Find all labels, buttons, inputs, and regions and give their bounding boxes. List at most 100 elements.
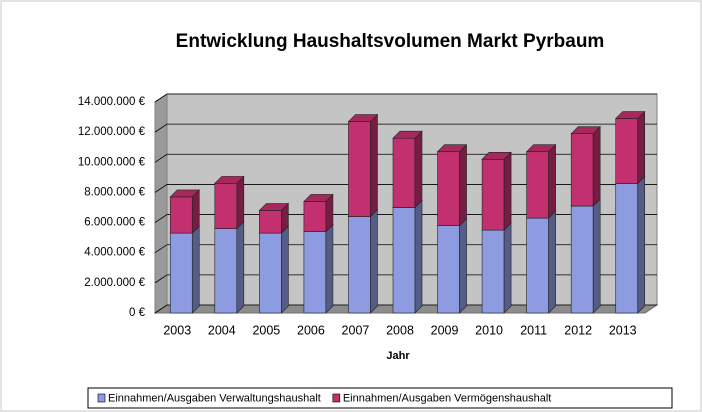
bar-face bbox=[637, 110, 646, 185]
bar-face bbox=[303, 231, 327, 314]
side-wall bbox=[154, 93, 168, 314]
bar-face bbox=[548, 144, 556, 219]
bar-face bbox=[191, 189, 200, 234]
y-tick-label: 12.000.000 € bbox=[78, 126, 146, 138]
bar-segment bbox=[169, 225, 200, 314]
bar-face bbox=[347, 114, 379, 122]
x-axis-label: Jahr bbox=[386, 350, 410, 362]
bar-face bbox=[548, 210, 556, 314]
bar-face bbox=[503, 151, 512, 231]
bar-segment bbox=[258, 225, 290, 314]
bar-face bbox=[370, 208, 378, 314]
bar-face bbox=[169, 189, 200, 198]
bar-face bbox=[637, 175, 646, 314]
bar-segment bbox=[615, 175, 646, 314]
bar-segment bbox=[436, 217, 468, 314]
bar-face bbox=[414, 199, 423, 314]
bar-segment bbox=[570, 125, 601, 207]
bar-segment bbox=[392, 199, 423, 314]
bar-face bbox=[414, 130, 423, 209]
bar-face bbox=[169, 232, 193, 314]
x-tick-label: 2008 bbox=[386, 323, 414, 337]
bar-face bbox=[303, 194, 334, 202]
x-tick-label: 2009 bbox=[431, 323, 459, 337]
bar-face bbox=[481, 158, 505, 231]
bar-face bbox=[437, 151, 460, 226]
bar-face bbox=[392, 207, 416, 314]
grid-line bbox=[154, 123, 657, 133]
bar-face bbox=[303, 201, 327, 232]
y-tick-label: 4.000.000 € bbox=[84, 247, 145, 259]
bar-face bbox=[526, 151, 549, 219]
y-tick-label: 8.000.000 € bbox=[84, 186, 145, 198]
bar-segment bbox=[481, 222, 512, 314]
bar-segment bbox=[347, 113, 379, 218]
bar-face bbox=[236, 175, 245, 230]
bar-segment bbox=[214, 220, 245, 314]
bar-face bbox=[259, 232, 282, 314]
bar-face bbox=[436, 144, 468, 153]
bar-face bbox=[459, 144, 467, 227]
bar-face bbox=[526, 217, 549, 314]
legend-label: Einnahmen/Ausgaben Verwaltungshaushalt bbox=[108, 392, 321, 404]
y-tick-label: 6.000.000 € bbox=[84, 217, 145, 229]
bar-segment bbox=[570, 198, 601, 314]
x-tick-label: 2011 bbox=[520, 323, 547, 337]
bar-face bbox=[615, 183, 639, 314]
bar-face bbox=[437, 225, 460, 314]
y-tick-label: 10.000.000 € bbox=[78, 156, 146, 168]
x-tick-label: 2005 bbox=[252, 323, 280, 337]
x-tick-label: 2006 bbox=[297, 323, 325, 337]
x-tick-label: 2003 bbox=[163, 323, 191, 337]
bar-face bbox=[281, 225, 289, 314]
bar-face bbox=[592, 198, 601, 314]
bar-face bbox=[348, 121, 371, 217]
bar-segment bbox=[169, 189, 200, 234]
bar-segment bbox=[525, 144, 557, 219]
bar-face bbox=[481, 229, 505, 314]
bar-face bbox=[503, 222, 512, 314]
grid-line bbox=[154, 93, 657, 103]
x-tick-label: 2012 bbox=[564, 323, 592, 337]
bar-face bbox=[592, 125, 601, 207]
x-tick-label: 2010 bbox=[475, 323, 503, 337]
bar-face bbox=[214, 228, 238, 314]
bar-segment bbox=[525, 210, 557, 314]
bar-face bbox=[370, 113, 378, 218]
bar-face bbox=[259, 210, 282, 234]
legend-swatch bbox=[332, 393, 341, 403]
bar-face bbox=[459, 217, 467, 314]
bar-segment bbox=[303, 193, 334, 233]
bar-segment bbox=[303, 223, 334, 314]
bar-face bbox=[570, 205, 594, 314]
bar-face bbox=[570, 126, 601, 134]
bar-face bbox=[214, 176, 245, 184]
bar-segment bbox=[481, 151, 512, 231]
bar-face bbox=[615, 111, 646, 119]
bar-segment bbox=[214, 175, 245, 230]
bar-face bbox=[570, 133, 594, 207]
bar-segment bbox=[258, 202, 290, 234]
legend-swatch bbox=[97, 393, 106, 403]
bar-face bbox=[169, 196, 193, 234]
y-tick-label: 2.000.000 € bbox=[84, 277, 145, 289]
bar-face bbox=[481, 151, 512, 160]
bar-segment bbox=[436, 144, 468, 227]
x-tick-label: 2004 bbox=[208, 323, 236, 337]
bar-segment bbox=[347, 208, 379, 314]
y-tick-label: 14.000.000 € bbox=[78, 96, 146, 108]
bar-face bbox=[258, 203, 290, 211]
bar-segment bbox=[392, 130, 423, 209]
y-tick-label: 0 € bbox=[129, 307, 146, 319]
bar-face bbox=[348, 216, 371, 314]
bar-face bbox=[392, 130, 423, 139]
bar-face bbox=[615, 118, 639, 184]
bar-segment bbox=[615, 110, 646, 185]
legend-box bbox=[87, 387, 673, 409]
x-tick-label: 2013 bbox=[609, 323, 637, 337]
x-tick-label: 2007 bbox=[342, 323, 370, 337]
bar-face bbox=[392, 137, 416, 208]
bar-face bbox=[214, 183, 238, 229]
legend-label: Einnahmen/Ausgaben Vermögenshaushalt bbox=[343, 392, 552, 404]
